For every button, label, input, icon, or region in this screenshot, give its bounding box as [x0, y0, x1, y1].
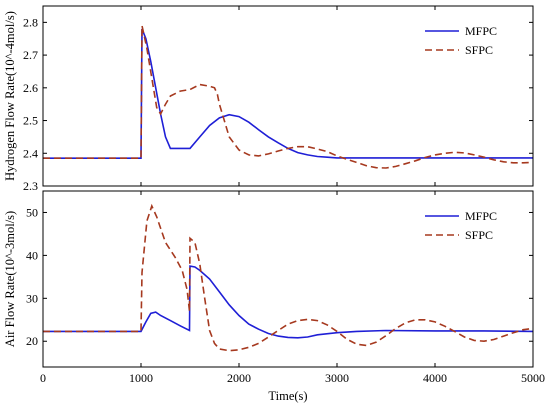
air-y-tick-label: 50 — [26, 205, 38, 219]
air-sfpc-line — [43, 203, 533, 352]
air-y-tick-label: 20 — [26, 334, 38, 348]
hydrogen-y-tick-label: 2.4 — [23, 146, 38, 160]
hydrogen-y-tick-label: 2.3 — [23, 179, 38, 193]
hydrogen-legend-label-sfpc: SFPC — [465, 43, 493, 57]
air-y-tick-label: 30 — [26, 291, 38, 305]
air-series-group — [43, 203, 533, 352]
hydrogen-series-group — [43, 25, 533, 169]
x-tick-label: 5000 — [521, 371, 545, 385]
air-y-tick-label: 40 — [26, 248, 38, 262]
hydrogen-y-tick-label: 2.7 — [23, 48, 38, 62]
air-y-axis-title: Air Flow Rate(10^-3mol/s) — [3, 211, 17, 347]
x-tick-label: 2000 — [227, 371, 251, 385]
hydrogen-flow-panel: 2.3 2.4 2.5 2.6 2.7 2.8 Hydrogen Flow Rate(10^… — [3, 5, 534, 193]
x-tick-label: 0 — [40, 371, 46, 385]
x-axis-title: Time(s) — [268, 389, 307, 403]
hydrogen-y-tick-label: 2.8 — [23, 15, 38, 29]
air-mfpc-line — [43, 265, 533, 339]
hydrogen-plot-frame — [42, 5, 534, 187]
air-flow-panel: 0 1000 2000 3000 4000 5000 20 30 40 50 Air Flow Ra… — [3, 190, 545, 385]
air-legend-label-mfpc: MFPC — [465, 209, 497, 223]
hydrogen-y-tick-label: 2.6 — [23, 81, 38, 95]
hydrogen-y-axis-title: Hydrogen Flow Rate(10^-4mol/s) — [3, 11, 17, 181]
x-tick-label: 4000 — [423, 371, 447, 385]
hydrogen-mfpc-line — [43, 28, 533, 159]
hydrogen-legend-label-mfpc: MFPC — [465, 24, 497, 38]
hydrogen-y-tick-label: 2.5 — [23, 114, 38, 128]
hydrogen-sfpc-line — [43, 25, 533, 169]
x-tick-label: 1000 — [129, 371, 153, 385]
air-legend-label-sfpc: SFPC — [465, 228, 493, 242]
x-tick-label: 3000 — [325, 371, 349, 385]
air-plot-frame — [42, 190, 534, 368]
